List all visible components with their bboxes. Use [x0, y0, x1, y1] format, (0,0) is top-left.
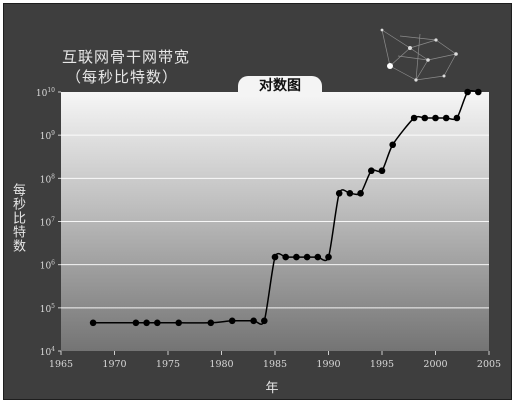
- data-point: [228, 317, 236, 325]
- x-axis-label: 年: [265, 381, 279, 396]
- data-point: [378, 167, 386, 175]
- y-tick-label: 106: [40, 260, 55, 272]
- x-tick-label: 1985: [263, 359, 287, 370]
- network-graphic-icon: [380, 28, 458, 82]
- data-point: [175, 319, 182, 327]
- data-point: [410, 114, 418, 122]
- bandwidth-line: [93, 89, 479, 325]
- chart-title-line-2: （每秒比特数）: [66, 68, 179, 86]
- data-point: [442, 114, 450, 122]
- data-point: [89, 319, 97, 327]
- bandwidth-points: [89, 88, 482, 327]
- y-tick-label: 109: [40, 130, 55, 142]
- data-point: [421, 114, 429, 122]
- y-tick-label: 108: [40, 173, 55, 185]
- data-point: [143, 319, 150, 327]
- data-point: [293, 253, 300, 261]
- data-point: [464, 88, 471, 96]
- data-point: [250, 317, 257, 325]
- x-tick-labels: 1965 1970 1975 1980 1985 1990 1995 2000 2005: [49, 359, 501, 370]
- data-point: [314, 253, 322, 261]
- data-point: [261, 317, 268, 325]
- y-tick-label: 107: [40, 217, 55, 229]
- data-point: [368, 167, 375, 175]
- x-tick-label: 1965: [49, 359, 73, 370]
- axis-ticks: [58, 91, 490, 355]
- data-point: [154, 319, 161, 327]
- data-point: [357, 190, 364, 197]
- data-point: [335, 190, 343, 197]
- y-tick-labels: 104 105 106 107 108 109 1010: [36, 87, 55, 358]
- x-tick-label: 2000: [423, 359, 447, 370]
- data-point: [389, 141, 397, 149]
- y-tick-label: 1010: [36, 87, 55, 99]
- data-point: [282, 253, 290, 261]
- y-tick-label: 104: [40, 346, 55, 358]
- data-point: [453, 114, 461, 122]
- y-tick-label: 105: [40, 303, 55, 315]
- x-tick-label: 1975: [156, 359, 180, 370]
- data-point: [271, 253, 279, 261]
- data-point: [207, 319, 215, 327]
- data-point: [303, 253, 311, 261]
- data-point: [475, 88, 482, 96]
- log-scale-badge: 对数图: [238, 76, 322, 96]
- x-tick-label: 1995: [370, 359, 394, 370]
- x-tick-label: 1980: [209, 359, 233, 370]
- y-axis-label: 每秒比特数: [10, 183, 25, 253]
- data-point: [432, 114, 439, 122]
- data-point: [346, 190, 354, 197]
- data-point: [325, 253, 332, 261]
- data-point: [132, 319, 140, 327]
- chart-title-line-1: 互联网骨干网带宽: [62, 48, 191, 66]
- x-tick-label: 1990: [316, 359, 340, 370]
- x-tick-label: 2005: [477, 359, 501, 370]
- gridlines: [61, 134, 489, 309]
- x-tick-label: 1970: [102, 359, 126, 370]
